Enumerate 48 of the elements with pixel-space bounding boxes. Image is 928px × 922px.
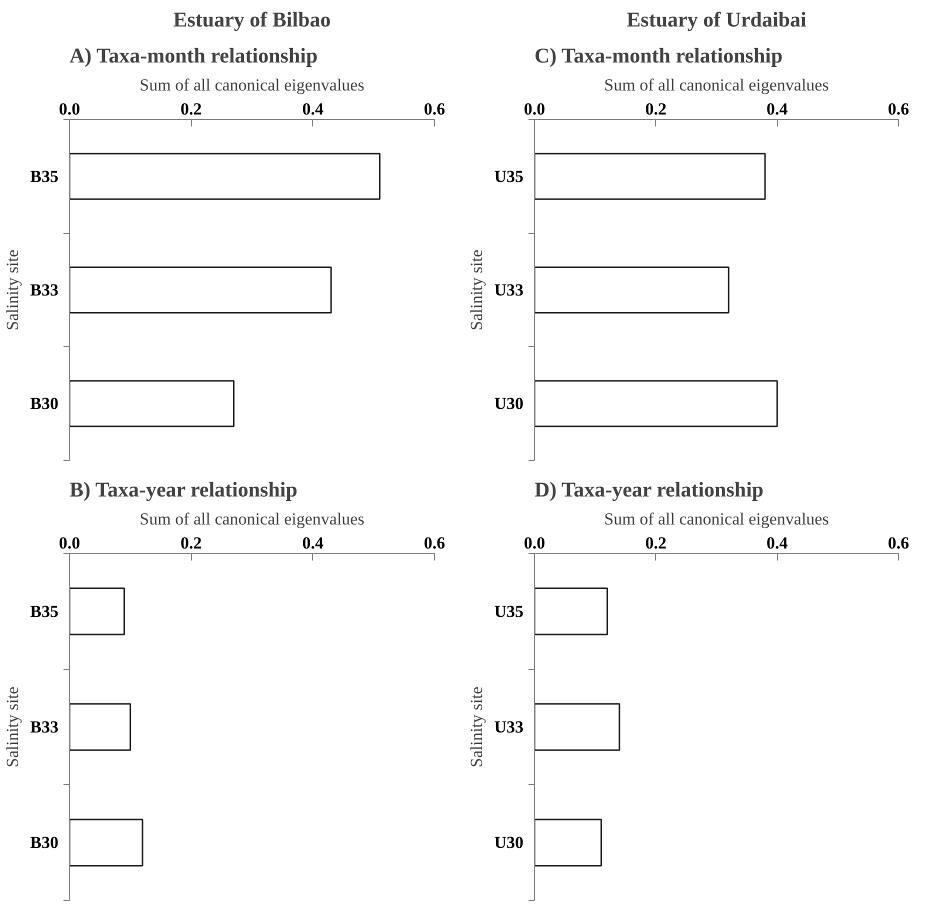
bar [534, 266, 730, 314]
x-axis-title: Sum of all canonical eigenvalues [604, 76, 829, 94]
y-tick-label: U30 [494, 833, 524, 852]
chart-title: D) Taxa-year relationship [534, 478, 764, 502]
bar [534, 152, 766, 200]
y-axis-title: Salinity site [467, 686, 486, 768]
bar [70, 266, 332, 314]
x-tick-label: 0.4 [766, 100, 788, 118]
x-tick-label: 0.4 [766, 534, 788, 552]
y-axis-title: Salinity site [467, 250, 486, 330]
x-tick-label: 0.0 [524, 534, 546, 552]
x-tick-label: 0.4 [302, 100, 324, 118]
y-tick-label: B35 [30, 602, 59, 621]
x-axis-title: Sum of all canonical eigenvalues [140, 510, 364, 528]
y-axis-title: Salinity site [3, 686, 22, 768]
y-tick-label: U35 [494, 602, 524, 621]
x-tick-label: 0.2 [645, 100, 666, 118]
x-tick-label: 0.2 [645, 534, 666, 552]
y-tick-label: U35 [494, 166, 524, 186]
bar [70, 152, 380, 200]
y-tick-label: B33 [30, 280, 59, 300]
chart-title: Estuary of Urdaibai [626, 8, 807, 32]
x-tick-label: 0.2 [180, 100, 202, 118]
x-tick-label: 0.6 [424, 100, 446, 118]
x-axis-title: Sum of all canonical eigenvalues [140, 76, 364, 94]
y-tick-label: U30 [494, 394, 524, 414]
chart-title: B) Taxa-year relationship [70, 478, 298, 502]
x-tick-label: 0.6 [888, 100, 910, 118]
x-tick-label: 0.6 [424, 534, 446, 552]
bar [70, 380, 234, 428]
bar [534, 380, 778, 428]
y-tick-label: U33 [494, 718, 524, 736]
y-tick-label: B30 [30, 833, 59, 852]
chart-title: Estuary of Bilbao [173, 8, 331, 32]
x-axis-title: Sum of all canonical eigenvalues [604, 510, 829, 528]
y-tick-label: U33 [494, 280, 524, 300]
x-tick-label: 0.0 [58, 534, 80, 552]
y-axis-title: Salinity site [3, 250, 22, 330]
y-tick-label: B33 [30, 718, 59, 736]
x-tick-label: 0.4 [302, 534, 324, 552]
x-tick-label: 0.2 [180, 534, 202, 552]
y-tick-label: B35 [30, 166, 59, 186]
x-tick-label: 0.6 [888, 534, 910, 552]
x-tick-label: 0.0 [58, 100, 80, 118]
chart-subtitle: C) Taxa-month relationship [534, 44, 783, 68]
y-tick-label: B30 [30, 394, 59, 414]
chart-subtitle: A) Taxa-month relationship [70, 44, 318, 68]
x-tick-label: 0.0 [524, 100, 546, 118]
